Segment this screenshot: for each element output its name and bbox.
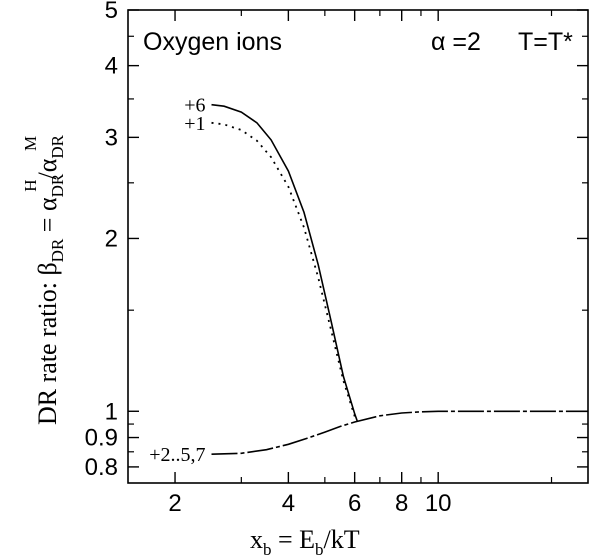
y-label-beta-sub: DR: [48, 238, 67, 262]
y-axis-label: DR rate ratio: βDR = αDRH/αDRM: [21, 134, 67, 425]
y-tick-label: 1: [105, 398, 118, 425]
series-label: +6: [184, 95, 205, 117]
series-line: [211, 103, 359, 422]
plot-frame: [127, 9, 589, 484]
x-axis-label: xb = Eb/kT: [250, 525, 360, 559]
series-line: [211, 121, 359, 422]
alpha-annotation: α =2: [431, 28, 481, 56]
axis-ticks: 2 4 6 8 10 0.80.91 2 3 4 5: [85, 0, 588, 517]
series-label: +2..5,7: [149, 444, 205, 466]
y-tick-label: 0.9: [85, 425, 118, 452]
series-label: +1: [184, 113, 205, 135]
y-label-slash: /α: [33, 158, 62, 179]
x-tick-label: 8: [395, 490, 408, 517]
y-tick-label: 2: [105, 225, 118, 252]
x-label-x-sub: b: [263, 540, 272, 559]
y-label-num-sub: DR: [48, 173, 67, 197]
x-tick-label: 4: [282, 490, 295, 517]
temperature-annotation: T=T*: [518, 28, 573, 56]
y-label-beta: β: [33, 262, 62, 275]
y-label-prefix: DR rate ratio:: [33, 276, 62, 425]
y-label-den-sup: M: [21, 136, 40, 151]
y-tick-label: 5: [105, 0, 118, 24]
x-tick-label: 10: [425, 490, 452, 517]
x-tick-label: 6: [348, 490, 361, 517]
x-label-tail: /kT: [324, 525, 360, 554]
x-label-x: x: [250, 525, 263, 554]
y-label-num-sup: H: [21, 179, 40, 191]
series-lines: [211, 103, 588, 455]
y-tick-label: 0.8: [85, 454, 118, 481]
x-label-e-sub: b: [315, 540, 324, 559]
series-labels: +6+1 +2..5,7: [149, 95, 205, 466]
y-tick-label: 3: [105, 124, 118, 151]
plot-axes: [127, 9, 589, 484]
y-label-den-sub: DR: [48, 134, 67, 158]
chart-title: Oxygen ions: [143, 28, 282, 56]
y-tick-label: 4: [105, 53, 118, 80]
y-label-eq: = α: [33, 197, 62, 239]
x-tick-label: 2: [168, 490, 181, 517]
series-line: [211, 410, 588, 455]
x-label-eq: = E: [272, 525, 316, 554]
